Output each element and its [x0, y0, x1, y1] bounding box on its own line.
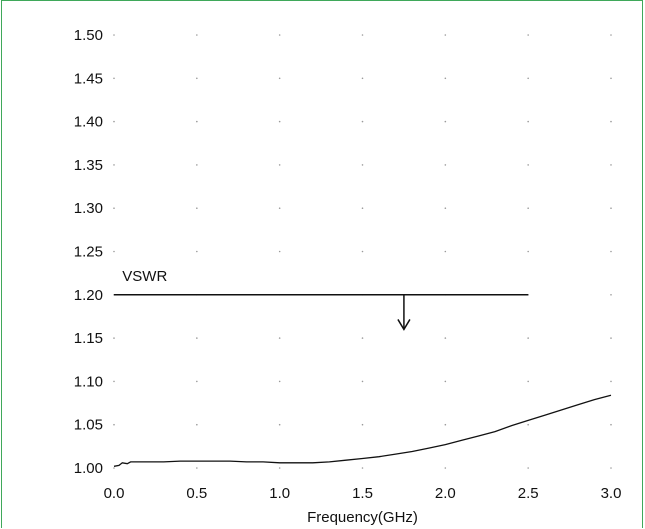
y-tick-label: 1.35 [74, 157, 103, 174]
grid-dot [444, 467, 447, 469]
y-tick-label: 1.10 [74, 373, 103, 390]
grid-dot [278, 380, 281, 383]
x-axis-label: Frequency(GHz) [307, 509, 418, 526]
x-tick-label: 0.0 [104, 485, 125, 502]
grid-dot [113, 120, 115, 123]
grid-dot [113, 337, 115, 339]
grid-dot [527, 250, 529, 253]
grid-dot [610, 423, 612, 426]
grid-dot [113, 467, 115, 469]
grid-dot [527, 423, 529, 426]
x-axis-tick-labels: 0.0 0.5 1.0 1.5 2.0 2.5 3.0 [104, 485, 622, 502]
x-tick-label: 1.0 [269, 485, 290, 502]
grid-dot [196, 423, 198, 426]
vswr-data-line [113, 394, 612, 467]
grid-dot [113, 380, 115, 383]
grid-dot [610, 380, 612, 383]
limit-arrow-icon [397, 319, 411, 331]
x-tick-label: 1.5 [352, 485, 373, 502]
grid-dot [527, 120, 529, 123]
grid-dot [610, 77, 612, 80]
grid-dot [278, 337, 281, 339]
grid-dot [610, 120, 612, 123]
grid-dot [196, 77, 198, 80]
grid-dot [278, 467, 281, 469]
grid-dot [113, 77, 115, 80]
y-tick-label: 1.40 [74, 114, 103, 131]
grid-dot [196, 207, 198, 209]
grid-dot [527, 380, 529, 383]
vswr-limit-label: VSWR [122, 268, 167, 285]
y-tick-label: 1.45 [74, 70, 103, 87]
grid-dot [610, 467, 612, 469]
grid-dot [444, 207, 447, 209]
grid-dot [444, 337, 447, 339]
grid-dot [527, 77, 529, 80]
grid-dot [113, 423, 115, 426]
grid-dot [196, 337, 198, 339]
y-tick-label: 1.25 [74, 244, 103, 261]
grid-dot [361, 250, 364, 253]
grid-dot [361, 380, 364, 383]
grid-dot [444, 120, 447, 123]
grid-dot [527, 467, 529, 469]
grid-dot [278, 164, 281, 166]
grid-dot [444, 34, 447, 36]
grid-dot [610, 207, 612, 209]
grid-dot [610, 34, 612, 36]
grid-dot [444, 250, 447, 253]
grid-dot [444, 77, 447, 80]
grid-dot [113, 164, 115, 166]
grid-dot [610, 164, 612, 166]
grid-dot [527, 164, 529, 166]
x-tick-label: 2.0 [435, 485, 456, 502]
x-tick-label: 0.5 [186, 485, 207, 502]
grid-dot [278, 77, 281, 80]
grid-dot [361, 34, 364, 36]
y-tick-label: 1.20 [74, 287, 103, 304]
grid-dot [444, 164, 447, 166]
grid-dot [610, 250, 612, 253]
grid-dot [278, 250, 281, 253]
grid-dots [113, 34, 612, 469]
grid-dot [278, 207, 281, 209]
grid-dot [361, 467, 364, 469]
grid-dot [610, 337, 612, 339]
grid-dot [278, 34, 281, 36]
y-tick-label: 1.30 [74, 200, 103, 217]
grid-dot [113, 34, 115, 36]
x-tick-label: 3.0 [601, 485, 622, 502]
grid-dot [444, 423, 447, 426]
grid-dot [444, 380, 447, 383]
grid-dot [196, 120, 198, 123]
grid-dot [610, 294, 612, 296]
y-tick-label: 1.00 [74, 460, 103, 477]
grid-dot [196, 164, 198, 166]
grid-dot [361, 423, 364, 426]
grid-dot [278, 423, 281, 426]
grid-dot [196, 380, 198, 383]
grid-dot [196, 34, 198, 36]
y-tick-label: 1.05 [74, 417, 103, 434]
grid-dot [361, 120, 364, 123]
grid-dot [361, 164, 364, 166]
grid-dot [196, 467, 198, 469]
grid-dot [113, 250, 115, 253]
grid-dot [361, 77, 364, 80]
grid-dot [278, 120, 281, 123]
grid-dot [361, 337, 364, 339]
x-tick-label: 2.5 [518, 485, 539, 502]
grid-dot [113, 207, 115, 209]
grid-dot [361, 207, 364, 209]
grid-dot [527, 207, 529, 209]
y-axis-tick-labels: 1.00 1.05 1.10 1.15 1.20 1.25 1.30 1.35 1.40 1.45… [74, 27, 103, 477]
grid-dot [527, 34, 529, 36]
grid-dot [196, 250, 198, 253]
y-tick-label: 1.15 [74, 330, 103, 347]
y-tick-label: 1.50 [74, 27, 103, 44]
grid-dot [527, 337, 529, 339]
